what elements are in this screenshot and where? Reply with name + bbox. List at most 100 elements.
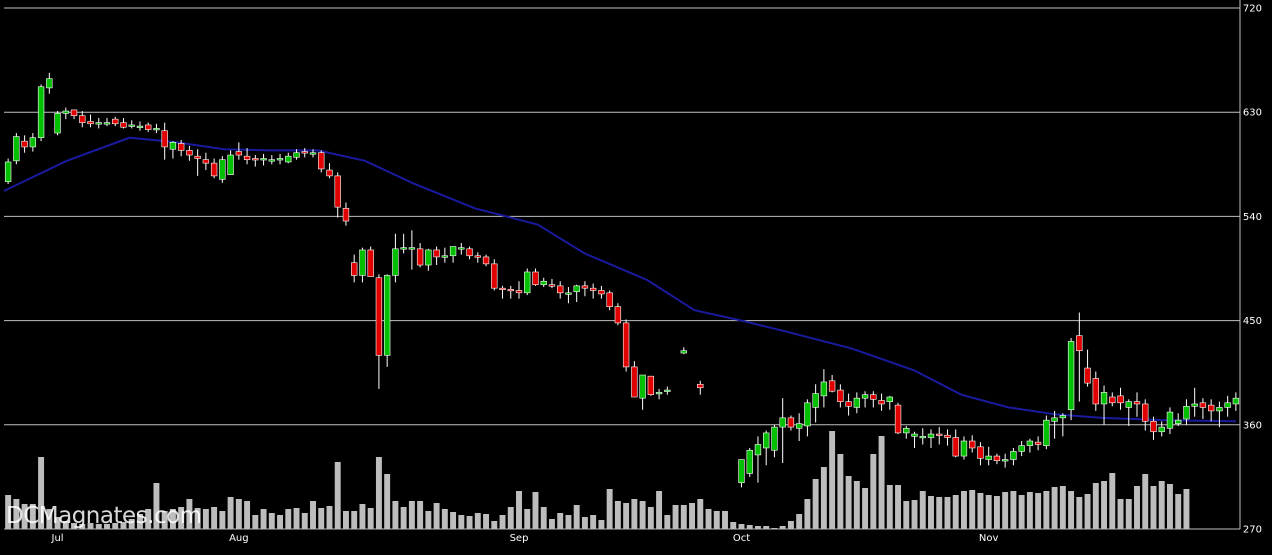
volume-bar — [820, 467, 827, 529]
x-tick-label: Aug — [229, 533, 249, 544]
candle-body — [1142, 403, 1149, 422]
candle-body — [1026, 440, 1034, 446]
volume-bar — [565, 515, 572, 529]
candle-body — [787, 417, 795, 428]
candle-body — [1059, 415, 1067, 419]
candle-body — [95, 122, 102, 125]
volume-bar — [993, 496, 1000, 529]
candle-body — [29, 137, 37, 148]
volume-bar — [400, 507, 407, 529]
candle-body — [334, 175, 341, 208]
candle-body — [1224, 402, 1231, 408]
volume-bar — [1043, 491, 1050, 529]
volume-bar — [837, 454, 844, 529]
candle-body — [1076, 335, 1083, 352]
volume-bar — [1166, 484, 1173, 529]
candle-body — [820, 381, 828, 397]
candle-body — [771, 426, 778, 451]
volume-bar — [623, 503, 630, 529]
volume-bar — [466, 516, 473, 529]
volume-bar — [301, 513, 308, 529]
volume-bar — [960, 491, 967, 529]
candle-body — [861, 394, 869, 399]
candle-body — [1043, 419, 1050, 446]
volume-bar — [375, 457, 382, 529]
candle-body — [573, 285, 580, 292]
volume-bar — [104, 524, 110, 529]
y-tick-label: 270 — [1243, 525, 1262, 536]
candle-body — [227, 154, 234, 176]
candle-body — [219, 159, 226, 180]
volume-bar — [450, 512, 457, 529]
candle-body — [425, 249, 432, 266]
candle-body — [845, 401, 852, 407]
volume-bar — [1092, 483, 1099, 529]
candle-body — [1125, 401, 1132, 408]
candle-body — [177, 143, 185, 151]
volume-bar — [235, 499, 242, 529]
candle-body — [466, 248, 473, 257]
volume-bar — [95, 524, 102, 529]
volume-bar — [862, 488, 869, 529]
candle-body — [491, 263, 498, 289]
candle-body — [763, 432, 770, 449]
candle-body — [458, 247, 465, 250]
candle-body — [54, 113, 61, 134]
volume-bar — [326, 506, 333, 529]
candle-body — [886, 396, 893, 402]
volume-bar — [408, 501, 415, 529]
volume-bar — [62, 521, 69, 529]
candle-body — [532, 271, 539, 286]
candle-body — [161, 130, 168, 148]
volume-bar — [136, 514, 143, 529]
volume-bar — [532, 492, 539, 529]
volume-bar — [895, 485, 902, 529]
candle-body — [1034, 441, 1042, 445]
y-tick-label: 360 — [1243, 420, 1262, 431]
candle-body — [639, 374, 646, 399]
candle-body — [293, 152, 300, 158]
volume-bar — [870, 454, 877, 529]
volume-bar — [664, 515, 671, 529]
volume-bar — [211, 507, 218, 529]
volume-bar — [46, 509, 53, 529]
candle-body — [482, 256, 490, 265]
x-tick-label: Sep — [510, 533, 529, 544]
volume-bar — [202, 509, 209, 529]
volume-bar — [598, 520, 605, 529]
volume-bar — [277, 515, 284, 529]
candle-body — [853, 397, 861, 408]
x-tick-label: Nov — [979, 533, 999, 544]
volume-bar — [79, 524, 86, 529]
volume-bar — [804, 499, 811, 529]
candle-body — [1175, 419, 1182, 424]
candle-body — [540, 280, 547, 286]
candle-body — [779, 417, 786, 428]
volume-bar — [573, 505, 580, 529]
volume-bar — [13, 499, 20, 529]
candle-body — [13, 136, 20, 162]
candle-body — [944, 434, 951, 438]
candle-body — [936, 433, 943, 436]
volume-bar — [722, 511, 728, 529]
candle-body — [680, 350, 687, 354]
candle-body — [557, 285, 564, 294]
candle-body — [647, 375, 655, 395]
candle-body — [697, 383, 704, 389]
volume-bar — [944, 497, 951, 529]
volume-bar — [260, 509, 267, 529]
volume-bar — [1018, 495, 1025, 529]
volume-bar — [293, 508, 300, 529]
candle-body — [894, 404, 902, 434]
candle-body — [1166, 411, 1174, 429]
volume-bar — [425, 511, 432, 529]
volume-bar — [1076, 497, 1083, 529]
y-tick-label: 630 — [1243, 108, 1262, 119]
candle-body — [1150, 421, 1157, 433]
candle-body — [664, 389, 671, 392]
volume-bar — [384, 474, 391, 529]
volume-bar — [1109, 473, 1116, 529]
candle-body — [927, 433, 935, 438]
candle-body — [383, 275, 391, 356]
